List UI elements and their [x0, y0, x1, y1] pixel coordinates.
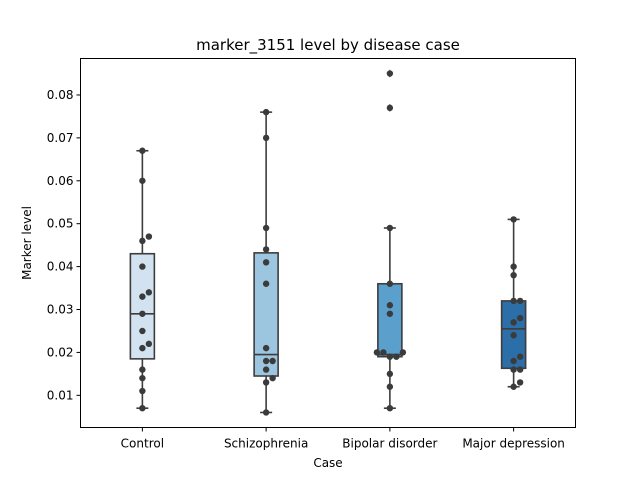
- data-point: [510, 319, 517, 326]
- y-axis-label: Marker level: [20, 206, 34, 280]
- swarm-group: [373, 70, 407, 412]
- data-point: [145, 340, 153, 348]
- data-point: [386, 404, 394, 412]
- data-point: [145, 289, 153, 296]
- x-axis: Control Schizophrenia Bipolar disorder Majo…: [121, 427, 565, 451]
- y-tick-label: 0.05: [47, 217, 74, 231]
- box: [253, 252, 279, 377]
- y-tick-label: 0.01: [47, 388, 74, 402]
- data-point: [262, 134, 270, 142]
- data-point: [262, 366, 270, 373]
- data-point: [262, 259, 270, 266]
- data-point: [269, 374, 276, 382]
- data-point: [510, 357, 517, 365]
- data-point: [262, 246, 270, 253]
- data-point: [510, 366, 517, 373]
- data-point: [386, 383, 394, 390]
- data-point: [380, 349, 387, 356]
- data-point: [510, 383, 517, 390]
- data-point: [386, 104, 394, 112]
- data-point: [139, 327, 146, 335]
- data-point: [262, 409, 270, 416]
- y-tick-label: 0.03: [47, 303, 74, 317]
- y-axis: 0.01 0.02 0.03 0.04 0.05 0.06 0.07 0.08: [47, 88, 81, 402]
- data-point: [373, 349, 381, 356]
- box-group: [377, 69, 403, 409]
- data-point: [139, 263, 146, 270]
- data-point: [516, 353, 524, 360]
- data-point: [139, 237, 146, 245]
- x-axis-label: Case: [313, 456, 342, 470]
- data-point: [139, 374, 146, 382]
- swarm-group: [262, 108, 276, 416]
- x-tick-label: Bipolar disorder: [342, 437, 437, 451]
- chart-title: marker_3151 level by disease case: [196, 36, 460, 55]
- data-point: [139, 177, 146, 184]
- data-point: [262, 224, 270, 232]
- data-point: [399, 349, 407, 356]
- x-tick-label: Major depression: [462, 437, 565, 451]
- swarm-group: [139, 147, 153, 412]
- data-point: [510, 216, 517, 223]
- data-point: [510, 332, 517, 339]
- box: [377, 282, 403, 358]
- data-point: [139, 293, 146, 300]
- y-tick-label: 0.08: [47, 88, 74, 102]
- data-point: [139, 404, 146, 412]
- swarm-group: [510, 216, 524, 390]
- y-tick-label: 0.07: [47, 131, 74, 145]
- data-point: [139, 147, 146, 154]
- data-point: [262, 357, 270, 365]
- data-point: [516, 366, 524, 373]
- data-point: [510, 271, 517, 279]
- data-point: [145, 233, 153, 240]
- data-point: [510, 263, 517, 270]
- data-point: [262, 108, 270, 116]
- data-point: [393, 353, 400, 360]
- data-point: [516, 314, 524, 322]
- data-point: [269, 357, 276, 365]
- y-tick-label: 0.02: [47, 345, 74, 359]
- data-point: [139, 366, 146, 373]
- x-tick-label: Control: [121, 437, 164, 451]
- y-tick-label: 0.06: [47, 174, 74, 188]
- data-point: [262, 280, 270, 287]
- data-point: [516, 379, 524, 386]
- x-tick-label: Schizophrenia: [224, 437, 308, 451]
- data-point: [386, 310, 394, 317]
- data-point: [139, 344, 146, 352]
- data-point: [386, 70, 394, 77]
- data-point: [386, 302, 394, 309]
- plot-frame: [80, 58, 576, 428]
- y-tick-label: 0.04: [47, 260, 74, 274]
- data-point: [516, 297, 524, 305]
- data-point: [139, 310, 146, 317]
- data-point: [510, 297, 517, 305]
- data-point: [262, 344, 270, 352]
- data-point: [262, 379, 270, 386]
- data-point: [139, 387, 146, 395]
- data-point: [386, 353, 394, 360]
- data-point: [386, 280, 394, 287]
- data-point: [386, 370, 394, 378]
- data-point: [386, 224, 394, 232]
- plot-area: [129, 69, 527, 416]
